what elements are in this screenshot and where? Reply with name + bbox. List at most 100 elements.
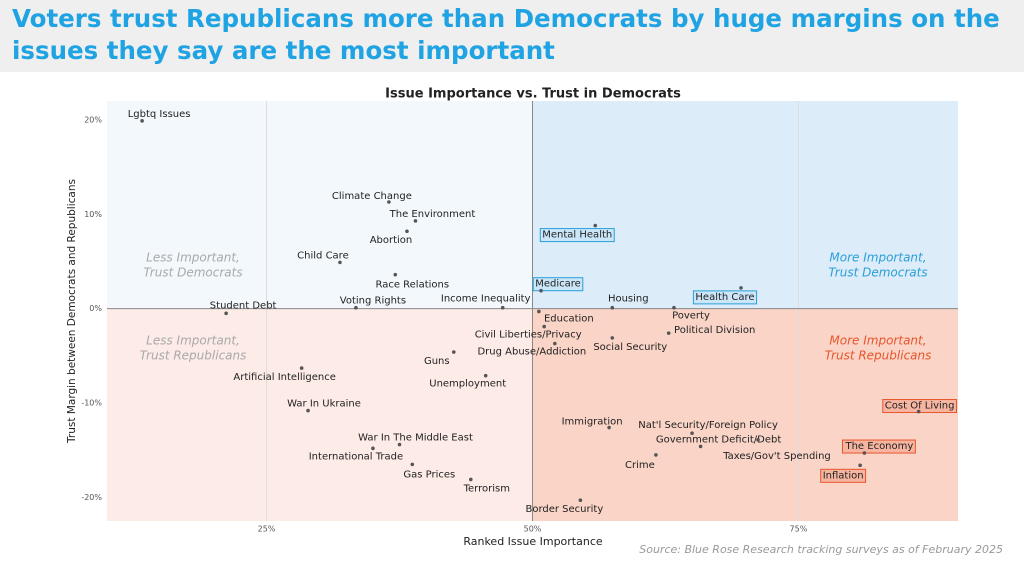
point	[542, 324, 547, 329]
point-label: Race Relations	[375, 280, 449, 291]
point	[451, 350, 456, 354]
quadrant-label: More Important,	[829, 251, 926, 265]
y-axis-label: Trust Margin between Democrats and Repub…	[66, 179, 78, 444]
point	[413, 219, 418, 223]
point-label: Climate Change	[332, 191, 412, 202]
point-label: Social Security	[593, 342, 667, 353]
point	[610, 336, 615, 340]
point-label: Nat'l Security/Foreign Policy	[638, 420, 778, 431]
point-label: The Environment	[389, 209, 476, 220]
point-label: Unemployment	[429, 379, 506, 390]
header-title: issues they say are the most important	[12, 36, 555, 65]
point-label: Government Deficit/Debt	[656, 434, 781, 445]
point	[483, 373, 488, 378]
point-label: Terrorism	[463, 483, 510, 494]
point-label: Student Debt	[210, 300, 277, 311]
point-label: Political Division	[674, 325, 755, 336]
quadrant-label: Trust Democrats	[143, 266, 242, 280]
label-box	[841, 439, 916, 454]
point-label: Poverty	[672, 311, 710, 322]
point-label: Housing	[608, 294, 649, 305]
point-label: Medicare	[535, 279, 581, 290]
point	[610, 305, 615, 310]
header-title: Voters trust Republicans more than Democ…	[12, 4, 1000, 33]
point	[140, 119, 144, 123]
point	[672, 305, 676, 310]
point	[405, 229, 409, 234]
point	[371, 446, 375, 451]
source: Source: Blue Rose Research tracking surv…	[639, 543, 1003, 556]
point-label: Drug Abuse/Addiction	[477, 347, 586, 358]
x-axis-label: Ranked Issue Importance	[463, 535, 603, 548]
point	[654, 453, 658, 457]
point-label: Education	[544, 313, 594, 324]
point	[916, 409, 921, 414]
point-label: War In Ukraine	[287, 399, 361, 410]
point	[306, 408, 310, 413]
quadrant-bg	[107, 101, 533, 309]
y-tick-label: -20%	[81, 493, 102, 502]
point-label: The Economy	[844, 441, 913, 452]
quadrant-label: Trust Republicans	[825, 349, 932, 363]
x-tick-label: 25%	[258, 525, 276, 534]
point	[537, 309, 541, 314]
point-label: Cost Of Living	[885, 401, 955, 412]
point-label: Civil Liberties/Privacy	[475, 330, 582, 341]
y-tick-label: 10%	[84, 210, 102, 219]
point-label: International Trade	[309, 451, 403, 462]
point-label: Health Care	[695, 292, 754, 303]
point	[666, 331, 671, 335]
point-label: Abortion	[370, 235, 413, 246]
x-tick-label: 50%	[524, 525, 542, 534]
point	[338, 260, 342, 265]
y-tick-label: 20%	[84, 115, 102, 124]
point-label: War In The Middle East	[358, 433, 473, 444]
point-label: Gas Prices	[403, 469, 455, 480]
point	[539, 288, 543, 293]
label-box	[692, 290, 758, 305]
header: Voters trust Republicans more than Democ…	[0, 0, 1024, 72]
point	[607, 425, 611, 430]
point	[224, 311, 228, 316]
point-label: Crime	[625, 460, 655, 471]
point	[858, 463, 862, 468]
label-box	[820, 468, 867, 483]
quadrant-label: Less Important,	[146, 251, 240, 265]
point-label: Lgbtq Issues	[128, 109, 191, 120]
point	[698, 444, 703, 449]
point-label: Border Security	[525, 504, 603, 515]
point	[387, 200, 391, 204]
point-label: Taxes/Gov't Spending	[722, 451, 831, 462]
point	[862, 451, 867, 455]
y-tick-label: -10%	[81, 399, 102, 408]
point	[393, 272, 398, 277]
point	[354, 305, 358, 310]
point-label: Voting Rights	[340, 296, 406, 307]
label-box	[532, 277, 584, 292]
point-label: Guns	[424, 356, 450, 367]
label-box	[539, 228, 615, 243]
point	[756, 438, 760, 442]
point	[397, 442, 402, 447]
quadrant-label: Trust Republicans	[140, 349, 247, 363]
point	[469, 477, 473, 482]
y-tick-label: 0%	[89, 304, 102, 313]
point	[578, 498, 583, 503]
point	[500, 305, 505, 310]
quadrant-label: Less Important,	[146, 334, 240, 348]
point-label: Income Inequality	[441, 294, 531, 305]
point-label: Mental Health	[542, 230, 612, 241]
point-label: Child Care	[297, 250, 349, 261]
point	[690, 431, 694, 436]
point-label: Inflation	[823, 470, 864, 481]
quadrant-bg	[532, 308, 958, 521]
point	[593, 223, 598, 228]
quadrant-label: More Important,	[829, 334, 926, 348]
x-tick-label: 75%	[790, 525, 808, 534]
quadrant-bg	[107, 308, 533, 521]
point	[553, 341, 557, 346]
chart-title: Issue Importance vs. Trust in Democrats	[385, 87, 681, 102]
point-label: Immigration	[562, 417, 623, 428]
